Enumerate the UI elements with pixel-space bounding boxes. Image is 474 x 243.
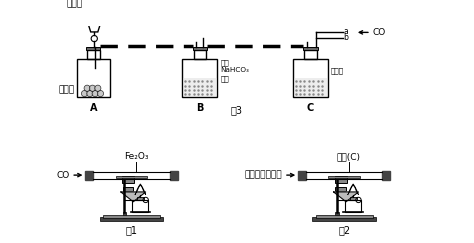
- Bar: [336, 187, 346, 191]
- Circle shape: [82, 90, 88, 97]
- Bar: [294, 78, 328, 96]
- Bar: [345, 200, 361, 212]
- Bar: [328, 176, 360, 178]
- Text: a: a: [343, 27, 348, 36]
- Text: b: b: [343, 33, 348, 42]
- Text: 图2: 图2: [338, 225, 350, 235]
- Circle shape: [90, 85, 96, 91]
- Text: 饱和
NaHCO₃
溶液: 饱和 NaHCO₃ 溶液: [220, 59, 249, 81]
- Bar: [303, 47, 318, 50]
- Bar: [85, 171, 93, 180]
- Bar: [137, 197, 144, 200]
- Text: B: B: [196, 103, 203, 113]
- Bar: [336, 212, 339, 218]
- Text: A: A: [90, 103, 97, 113]
- Bar: [298, 171, 306, 180]
- Circle shape: [97, 90, 104, 97]
- Text: CO: CO: [373, 28, 386, 37]
- Bar: [116, 176, 147, 178]
- Text: 大理石: 大理石: [59, 86, 75, 95]
- Polygon shape: [334, 192, 358, 202]
- Text: 气体（纯净物）: 气体（纯净物）: [245, 171, 282, 180]
- Text: CO: CO: [56, 171, 69, 180]
- Polygon shape: [135, 184, 146, 195]
- Circle shape: [87, 90, 93, 97]
- Bar: [192, 47, 207, 50]
- Bar: [123, 187, 133, 191]
- Bar: [304, 50, 317, 59]
- Bar: [76, 59, 110, 97]
- Bar: [312, 217, 376, 221]
- Bar: [170, 171, 178, 180]
- Text: 图3: 图3: [231, 105, 243, 115]
- Text: 稀盐酸: 稀盐酸: [67, 0, 83, 8]
- Bar: [182, 59, 218, 97]
- Bar: [132, 200, 148, 212]
- Circle shape: [84, 85, 90, 91]
- Bar: [123, 212, 126, 218]
- Text: 砥粉(C): 砥粉(C): [337, 152, 361, 161]
- Polygon shape: [348, 184, 358, 195]
- Bar: [316, 215, 373, 218]
- Bar: [122, 176, 134, 183]
- Text: C: C: [307, 103, 314, 113]
- Bar: [103, 215, 160, 218]
- Bar: [383, 171, 391, 180]
- Text: 图1: 图1: [126, 225, 137, 235]
- Bar: [87, 50, 100, 59]
- Text: Fe₂O₃: Fe₂O₃: [124, 152, 148, 161]
- Bar: [335, 176, 347, 183]
- Polygon shape: [85, 13, 103, 21]
- Bar: [350, 197, 357, 200]
- Bar: [86, 47, 100, 50]
- Bar: [100, 217, 164, 221]
- Circle shape: [95, 85, 101, 91]
- Circle shape: [92, 90, 98, 97]
- Text: 浓硋酸: 浓硋酸: [331, 67, 344, 74]
- Bar: [193, 50, 206, 59]
- Bar: [183, 78, 217, 96]
- Bar: [293, 59, 328, 97]
- Polygon shape: [121, 192, 146, 202]
